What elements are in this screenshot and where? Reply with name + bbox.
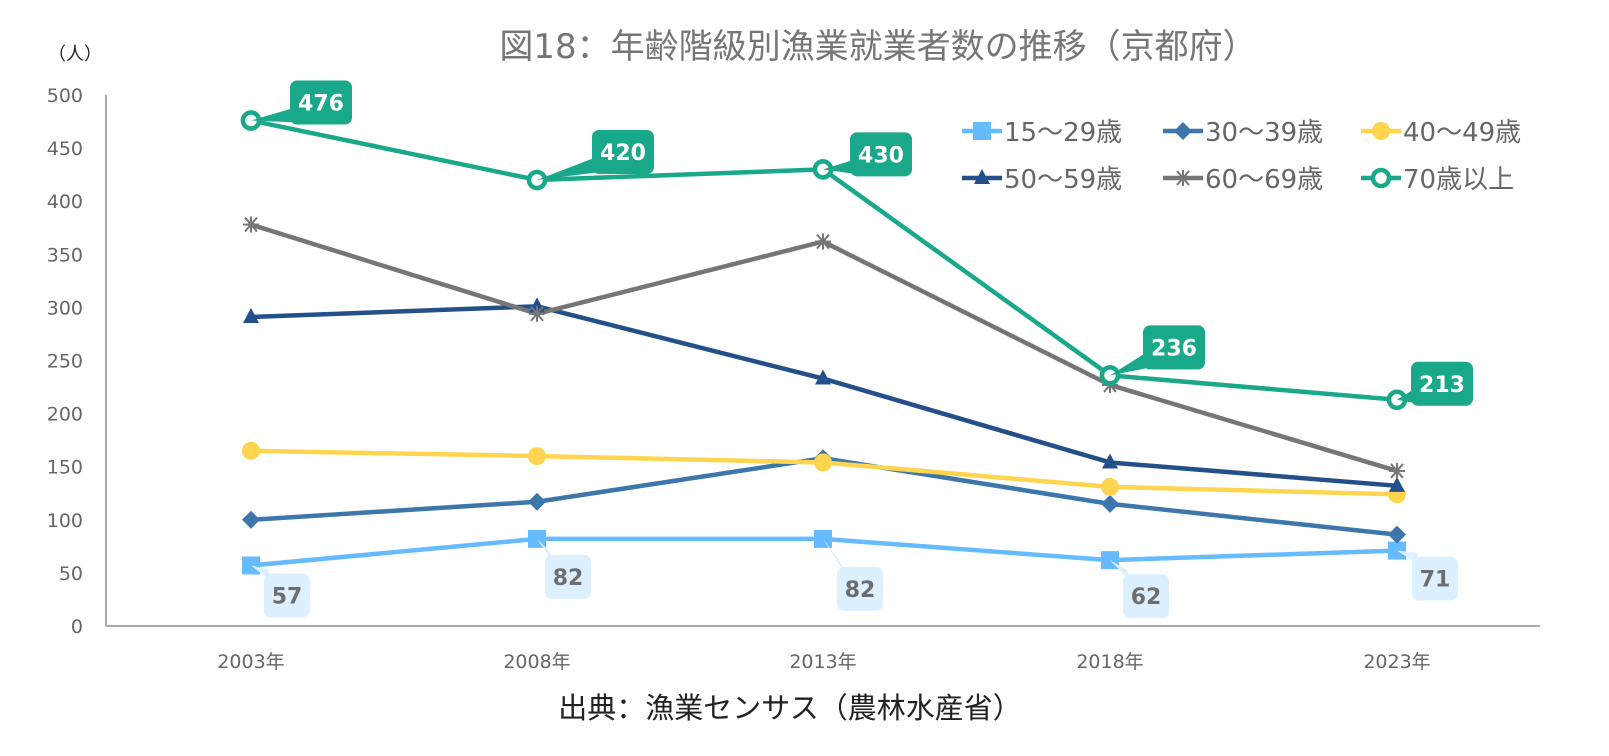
data-label-text: 213 [1419,373,1465,398]
y-tick-label: 300 [47,297,83,319]
data-point-marker [1101,494,1119,513]
data-point-marker [1102,453,1118,469]
data-point-marker [1389,476,1405,492]
legend-label: 70歳以上 [1403,165,1514,195]
y-tick-label: 250 [47,351,83,373]
data-label: 57 [251,565,310,618]
y-tick-label: 200 [47,404,83,426]
y-tick-label: 50 [59,563,83,585]
data-label-text: 82 [845,578,876,603]
x-tick-label: 2003年 [217,651,284,673]
legend-label: 40～49歳 [1403,118,1521,148]
data-label-text: 236 [1151,336,1197,361]
y-axis-unit: （人） [48,44,102,65]
legend-marker-icon [1372,122,1390,140]
data-label: 71 [1397,550,1458,601]
x-tick-label: 2023年 [1363,651,1430,673]
data-label-text: 57 [272,584,303,609]
data-label: 236 [1110,325,1205,376]
data-label: 420 [537,129,654,180]
data-label-text: 71 [1420,568,1451,593]
legend-item: 15～29歳 [962,118,1122,148]
data-label: 62 [1110,560,1169,619]
data-point-marker [243,307,259,323]
data-point-marker [528,447,546,466]
y-tick-label: 150 [47,457,83,479]
data-point-marker [814,453,832,472]
data-label-text: 420 [600,141,646,166]
legend-marker-icon [1175,170,1191,186]
legend: 15～29歳 30～39歳 40～49歳 50～59歳 60～69歳 70歳以上 [962,118,1521,195]
legend-item: 30～39歳 [1163,118,1323,148]
data-point-marker [242,441,260,460]
data-label: 82 [537,538,591,599]
data-label-text: 82 [553,566,584,591]
data-label-text: 476 [298,91,344,116]
data-label-text: 430 [858,143,904,168]
y-tick-label: 100 [47,510,83,532]
source-note: 出典：漁業センサス（農林水産省） [558,691,1021,725]
legend-marker-icon [1370,167,1392,189]
data-label-text: 62 [1131,585,1162,610]
y-axis: 0 50 100 150 200 250 300 350 400 450 500 [47,85,107,638]
data-point-marker [243,216,259,233]
chart-title: 図18：年齢階級別漁業就業者数の推移（京都府） [499,27,1256,67]
legend-item: 60～69歳 [1163,165,1323,195]
data-point-marker [529,305,545,322]
x-tick-label: 2008年 [503,651,570,673]
data-point-marker [1389,462,1405,479]
x-tick-label: 2013年 [789,651,856,673]
data-label: 82 [823,538,883,611]
data-point-marker [242,510,260,529]
legend-label: 60～69歳 [1205,165,1323,195]
legend-marker-icon [974,169,990,184]
data-point-marker [815,233,831,250]
data-label: 476 [251,80,352,125]
data-label: 430 [823,132,912,177]
legend-item: 40～49歳 [1361,118,1521,148]
y-tick-label: 500 [47,85,83,107]
x-tick-label: 2018年 [1076,651,1143,673]
y-tick-label: 450 [47,138,83,160]
legend-item: 50～59歳 [962,165,1122,195]
data-point-marker [528,492,546,511]
x-axis: 2003年 2008年 2013年 2018年 2023年 [106,625,1540,673]
data-point-marker [1101,477,1119,496]
legend-label: 30～39歳 [1205,118,1323,148]
data-point-marker [815,369,831,385]
data-point-marker [1388,525,1406,544]
legend-label: 50～59歳 [1004,165,1122,195]
legend-label: 15～29歳 [1004,118,1122,148]
data-label: 213 [1397,361,1473,406]
y-tick-label: 0 [71,616,83,638]
legend-item: 70歳以上 [1361,165,1514,195]
series-line-4 [250,222,1398,474]
y-tick-label: 350 [47,244,83,266]
legend-marker-icon [1174,122,1192,140]
legend-marker-icon [973,122,991,140]
data-labels: 57 82 82 62 71 476 420 430 236 213 [251,80,1473,619]
y-tick-label: 400 [47,191,83,213]
